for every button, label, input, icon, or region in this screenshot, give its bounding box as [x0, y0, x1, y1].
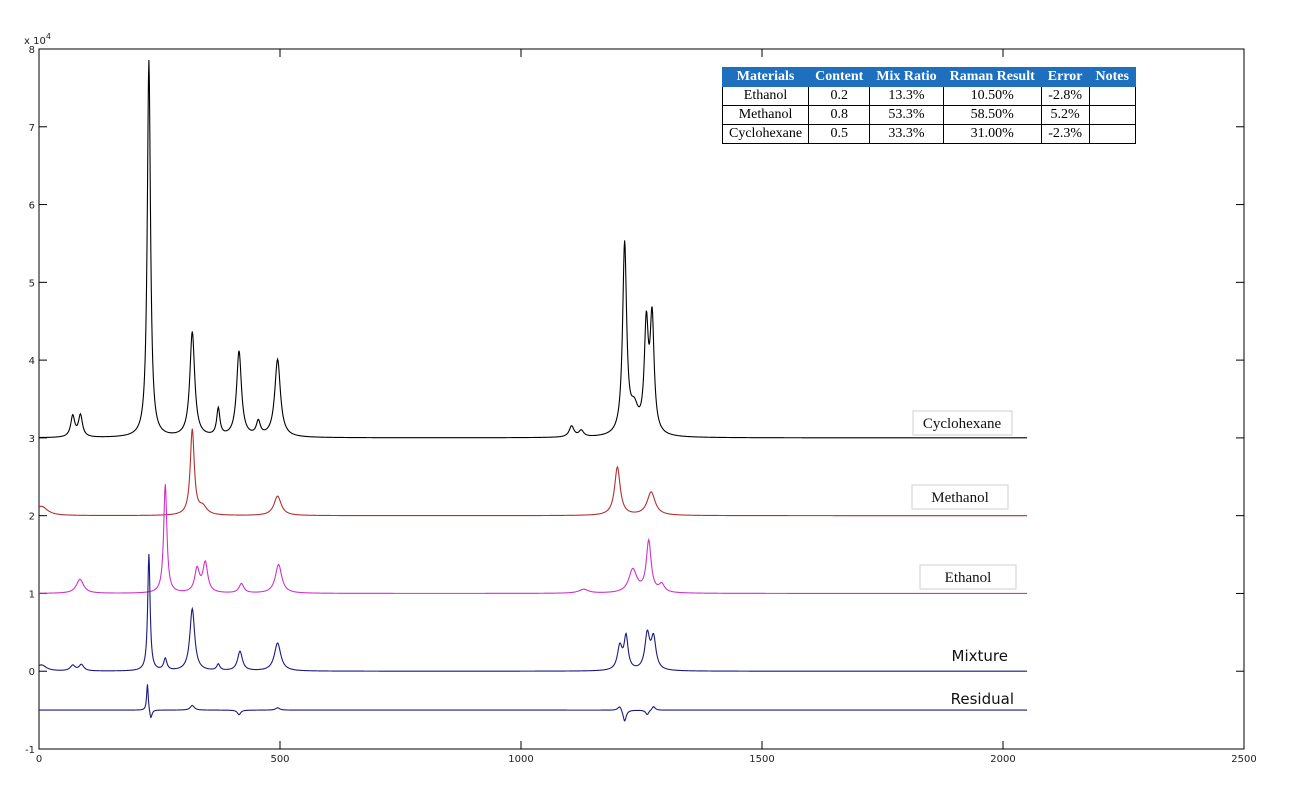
series-line-ethanol	[39, 484, 1028, 594]
x-tick-label: 500	[270, 754, 289, 765]
cell-raman-result: 58.50%	[942, 105, 1042, 125]
series-label-cyclohexane: Cyclohexane	[912, 410, 1013, 436]
svg-text:Ethanol: Ethanol	[945, 570, 992, 586]
svg-text:Methanol: Methanol	[931, 490, 989, 506]
series-line-cyclohexane	[38, 59, 1028, 439]
header-mix-ratio: Mix Ratio	[869, 67, 944, 87]
header-error: Error	[1040, 67, 1090, 87]
header-content: Content	[808, 67, 871, 87]
x-tick-label: 1000	[508, 754, 533, 765]
series-line-residual	[39, 684, 1028, 722]
cell-notes	[1088, 105, 1136, 125]
series-line-methanol	[38, 428, 1028, 517]
cell-notes	[1088, 124, 1136, 144]
y-exponent-label: x 104	[24, 32, 51, 47]
x-tick-label: 0	[36, 754, 42, 765]
results-table: Materials Content Mix Ratio Raman Result…	[721, 67, 1136, 144]
header-raman-result: Raman Result	[942, 67, 1042, 87]
cell-mix-ratio: 13.3%	[869, 86, 944, 106]
cell-material: Methanol	[721, 105, 810, 125]
y-tick-label: 1	[29, 589, 35, 600]
y-tick-label: 6	[29, 201, 35, 212]
cell-content: 0.5	[808, 124, 871, 144]
series-lines	[38, 59, 1028, 722]
y-tick-label: 8	[29, 45, 35, 56]
series-label-mixture: Mixture	[952, 647, 1008, 665]
series-label-residual: Residual	[951, 690, 1014, 708]
cell-content: 0.2	[808, 86, 871, 106]
cell-error: -2.8%	[1040, 86, 1090, 106]
y-tick-label: 4	[29, 356, 35, 367]
y-tick-label: 0	[29, 667, 35, 678]
cell-raman-result: 31.00%	[942, 124, 1042, 144]
header-materials: Materials	[721, 67, 810, 87]
x-tick-label: 2000	[990, 754, 1015, 765]
cell-error: 5.2%	[1040, 105, 1090, 125]
y-tick-label: 3	[29, 434, 35, 445]
series-label-ethanol: Ethanol	[919, 564, 1017, 590]
y-tick-label: 7	[29, 123, 35, 134]
cell-mix-ratio: 53.3%	[869, 105, 944, 125]
cell-content: 0.8	[808, 105, 871, 125]
table-row: Cyclohexane 0.5 33.3% 31.00% -2.3%	[721, 124, 1136, 144]
table-row: Methanol 0.8 53.3% 58.50% 5.2%	[721, 105, 1136, 125]
table-header-row: Materials Content Mix Ratio Raman Result…	[721, 67, 1136, 87]
cell-notes	[1088, 86, 1136, 106]
y-tick-label: -1	[25, 745, 35, 756]
y-tick-label: 5	[29, 278, 35, 289]
cell-error: -2.3%	[1040, 124, 1090, 144]
series-label-methanol: Methanol	[911, 484, 1009, 510]
cell-raman-result: 10.50%	[942, 86, 1042, 106]
svg-text:Cyclohexane: Cyclohexane	[923, 416, 1002, 432]
cell-material: Cyclohexane	[721, 124, 810, 144]
table-row: Ethanol 0.2 13.3% 10.50% -2.8%	[721, 86, 1136, 106]
header-notes: Notes	[1088, 67, 1136, 87]
cell-material: Ethanol	[721, 86, 810, 106]
x-tick-label: 1500	[749, 754, 774, 765]
cell-mix-ratio: 33.3%	[869, 124, 944, 144]
x-tick-label: 2500	[1231, 754, 1256, 765]
y-tick-label: 2	[29, 512, 35, 523]
series-line-mixture	[38, 554, 1028, 672]
